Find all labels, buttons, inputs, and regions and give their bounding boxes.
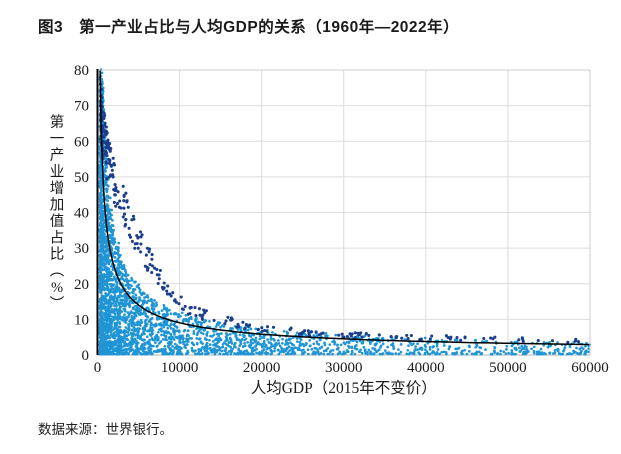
y-axis-title-char: 第	[50, 113, 65, 131]
x-tick-label: 50000	[489, 360, 527, 376]
data-source-note: 数据来源：世界银行。	[38, 422, 173, 437]
y-tick-label: 0	[82, 348, 90, 364]
y-axis-title-char: %	[51, 280, 63, 296]
trend-curve	[99, 69, 591, 346]
figure-title: 图3 第一产业占比与人均GDP的关系（1960年—2022年）	[38, 19, 460, 36]
x-tick-labels: 0 10000 20000 30000 40000 50000 60000	[94, 360, 609, 376]
scatter-points-outliers	[98, 82, 580, 344]
y-tick-label: 50	[74, 170, 89, 186]
x-axis-title: 人均GDP（2015年不变价）	[251, 379, 437, 397]
y-axis-title-char: 增	[50, 180, 65, 197]
y-axis-title-char: 占	[50, 229, 65, 246]
x-tick-label: 30000	[325, 360, 363, 376]
y-tick-label: 70	[74, 99, 89, 115]
y-axis-title-char: 比	[50, 246, 65, 263]
y-axis-title-char: 业	[50, 163, 65, 180]
y-tick-label: 30	[74, 241, 89, 257]
x-tick-label: 40000	[407, 360, 445, 376]
y-tick-label: 60	[74, 134, 89, 150]
y-axis-title-char: 产	[50, 147, 65, 164]
y-axis-title-char: ︵	[50, 263, 65, 279]
y-tick-label: 80	[74, 63, 89, 79]
x-tick-label: 60000	[571, 360, 609, 376]
y-tick-label: 20	[74, 277, 89, 293]
y-tick-labels: 0 10 20 30 40 50 60 70 80	[74, 63, 89, 364]
x-tick-label: 10000	[161, 360, 199, 376]
y-axis-title-char: 一	[50, 131, 65, 147]
x-tick-label: 0	[94, 360, 102, 376]
grid-lines	[97, 69, 591, 355]
x-tick-label: 20000	[243, 360, 281, 376]
y-axis-title-char: 值	[50, 213, 65, 230]
y-tick-label: 40	[74, 206, 89, 222]
scatter-points-main	[98, 68, 592, 356]
y-tick-label: 10	[74, 312, 89, 328]
y-axis-title-char: 加	[50, 196, 65, 213]
y-axis-title-char: ︶	[50, 295, 65, 312]
